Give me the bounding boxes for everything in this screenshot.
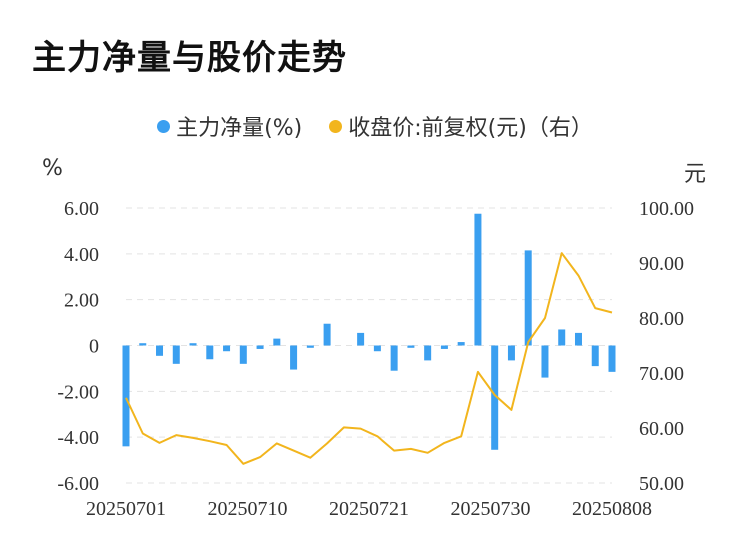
bar-main-net — [424, 345, 432, 361]
left-axis-tick-label: 4.00 — [64, 244, 99, 266]
right-axis-tick-label: 90.00 — [639, 253, 684, 275]
bar-main-net — [239, 345, 247, 364]
x-axis-tick-label: 20250730 — [451, 498, 531, 520]
bar-main-net — [223, 345, 231, 352]
x-axis-tick-label: 20250721 — [329, 498, 409, 520]
bar-main-net — [457, 342, 465, 346]
left-axis-unit: % — [42, 156, 63, 181]
legend-item-close-price[interactable]: 收盘价:前复权(元)（右） — [329, 110, 593, 142]
left-axis-tick-label: -6.00 — [57, 473, 99, 495]
right-axis-tick-label: 70.00 — [639, 363, 684, 385]
bar-main-net — [357, 332, 365, 346]
right-axis-tick-label: 60.00 — [639, 418, 684, 440]
chart-legend: 主力净量(%) 收盘价:前复权(元)（右） — [0, 110, 750, 142]
bar-main-net — [474, 213, 482, 346]
bar-main-net — [390, 345, 398, 371]
bar-main-net — [558, 329, 566, 346]
bar-main-net — [524, 250, 532, 346]
x-axis-tick-label: 20250710 — [208, 498, 288, 520]
left-axis-tick-label: 0 — [89, 336, 99, 358]
bar-main-net — [206, 345, 214, 360]
bar-main-net — [172, 345, 180, 364]
bar-main-net — [122, 345, 130, 447]
legend-marker-bar — [157, 119, 171, 133]
bar-main-net — [256, 345, 264, 349]
bar-main-net — [608, 345, 616, 372]
bar-main-net — [306, 345, 314, 348]
legend-item-main-net[interactable]: 主力净量(%) — [157, 110, 302, 142]
right-axis-tick-label: 50.00 — [639, 473, 684, 495]
bar-main-net — [139, 343, 147, 346]
bar-main-net — [491, 345, 499, 450]
right-axis-tick-label: 100.00 — [639, 198, 694, 220]
x-axis-tick-label: 20250808 — [572, 498, 652, 520]
bar-main-net — [440, 345, 448, 349]
bar-main-net — [541, 345, 549, 378]
legend-marker-line — [329, 119, 343, 133]
bar-main-net — [373, 345, 381, 352]
legend-label-close-price: 收盘价:前复权(元)（右） — [348, 116, 593, 141]
left-axis-tick-label: -4.00 — [57, 427, 99, 449]
right-axis-unit: 元 — [684, 162, 707, 187]
bar-main-net — [591, 345, 599, 367]
legend-label-main-net: 主力净量(%) — [176, 116, 303, 141]
chart-title: 主力净量与股价走势 — [32, 38, 347, 78]
bar-main-net — [290, 345, 298, 370]
left-axis-tick-label: 6.00 — [64, 198, 99, 220]
line-close-price — [125, 252, 613, 465]
left-axis-tick-label: 2.00 — [64, 290, 99, 312]
x-axis-tick-label: 20250701 — [86, 498, 166, 520]
bar-main-net — [407, 345, 415, 348]
bar-main-net — [189, 343, 197, 346]
bar-main-net — [156, 345, 164, 356]
bar-main-net — [273, 338, 281, 346]
bar-main-net — [574, 332, 582, 346]
bar-main-net — [323, 323, 331, 346]
left-axis-tick-label: -2.00 — [57, 381, 99, 403]
bar-main-net — [507, 345, 515, 361]
right-axis-tick-label: 80.00 — [639, 308, 684, 330]
